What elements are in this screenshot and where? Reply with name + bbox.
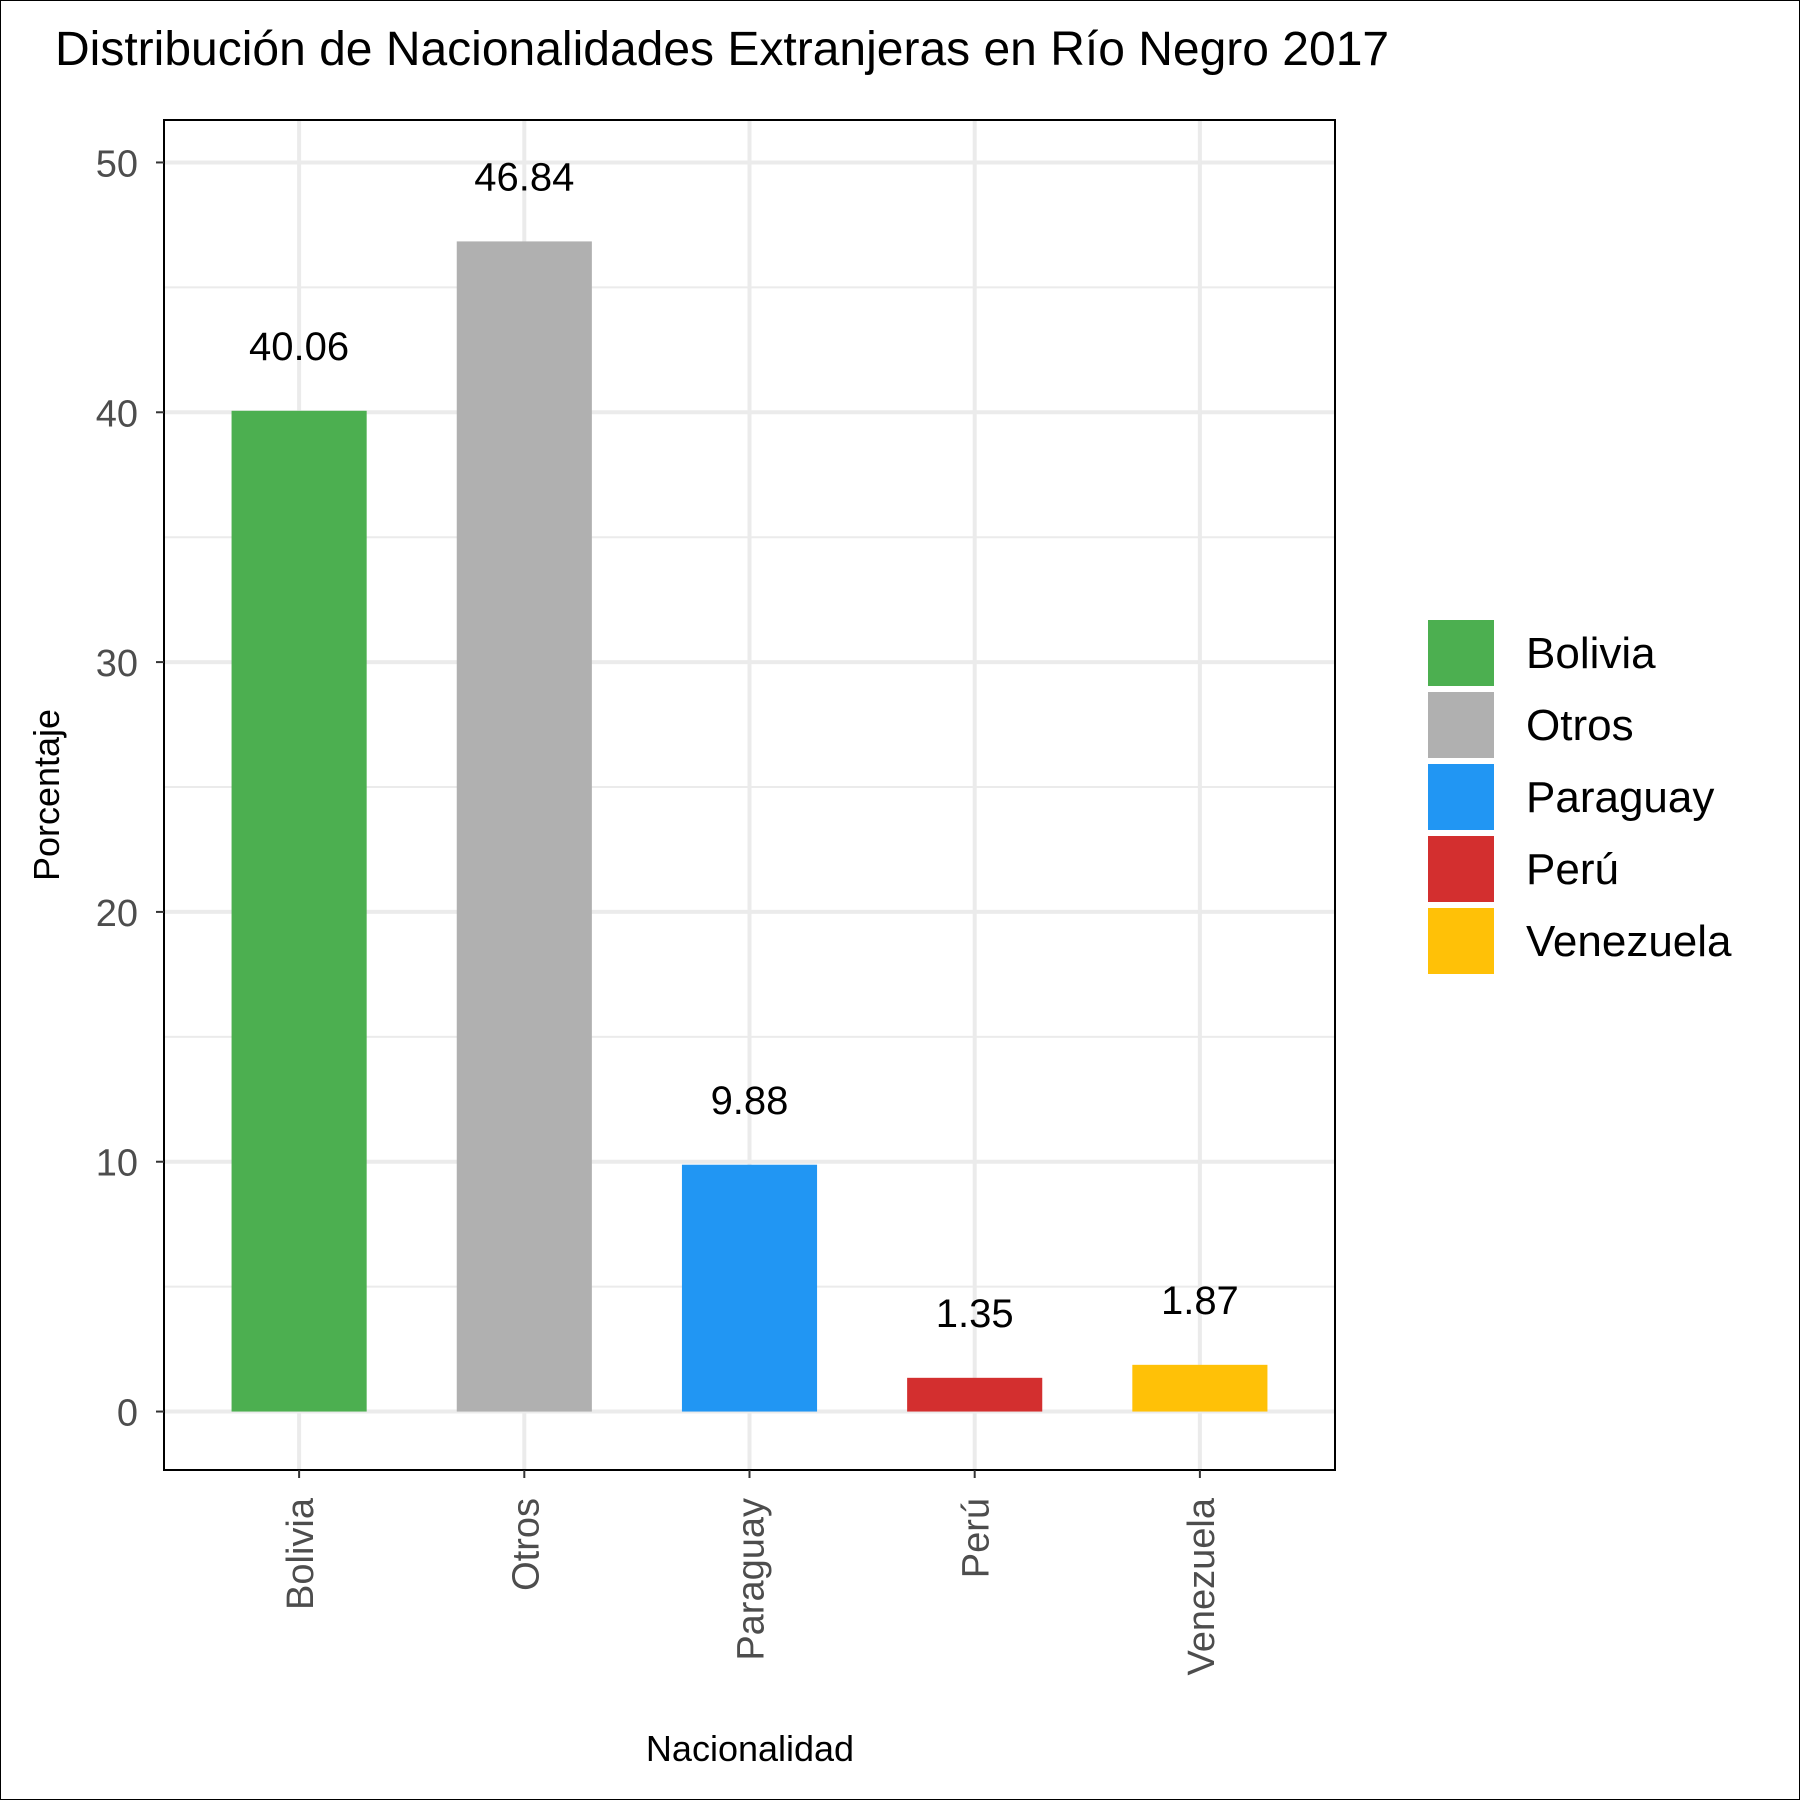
legend-swatch bbox=[1428, 620, 1494, 686]
legend-swatch bbox=[1428, 908, 1494, 974]
x-tick-label: Venezuela bbox=[1181, 1497, 1223, 1675]
bar-venezuela bbox=[1132, 1364, 1268, 1412]
y-axis-title: Porcentaje bbox=[26, 709, 67, 881]
y-axis-ticks: 0 10 20 30 40 50 bbox=[96, 143, 164, 1435]
legend-swatch bbox=[1428, 836, 1494, 902]
data-labels: 40.06 46.84 9.88 1.35 1.87 bbox=[249, 155, 1239, 1335]
y-tick-label: 50 bbox=[96, 143, 138, 185]
x-axis-title: Nacionalidad bbox=[646, 1728, 854, 1769]
y-tick-label: 40 bbox=[96, 393, 138, 435]
legend-label: Otros bbox=[1526, 701, 1634, 750]
legend-label: Paraguay bbox=[1526, 773, 1714, 822]
x-axis-ticks: Bolivia Otros Paraguay Perú Venezuela bbox=[280, 1470, 1223, 1676]
data-label: 1.35 bbox=[936, 1292, 1014, 1336]
data-label: 40.06 bbox=[249, 325, 349, 369]
x-tick-label: Otros bbox=[505, 1498, 547, 1591]
x-tick-label: Perú bbox=[956, 1498, 998, 1578]
legend-swatch bbox=[1428, 692, 1494, 758]
y-tick-label: 0 bbox=[117, 1393, 138, 1435]
legend-swatch bbox=[1428, 764, 1494, 830]
y-tick-label: 20 bbox=[96, 893, 138, 935]
legend: Bolivia Otros Paraguay Perú Venezuela bbox=[1428, 620, 1732, 974]
bar-paraguay bbox=[681, 1164, 818, 1412]
legend-label: Perú bbox=[1526, 845, 1619, 894]
bars bbox=[231, 241, 1268, 1412]
y-tick-label: 30 bbox=[96, 643, 138, 685]
bar-perú bbox=[907, 1377, 1043, 1412]
chart-title: Distribución de Nacionalidades Extranjer… bbox=[55, 23, 1389, 76]
data-label: 9.88 bbox=[711, 1079, 789, 1123]
bar-otros bbox=[456, 241, 592, 1412]
data-label: 46.84 bbox=[474, 155, 574, 199]
x-tick-label: Bolivia bbox=[280, 1497, 322, 1610]
bar-bolivia bbox=[231, 410, 367, 1412]
legend-label: Bolivia bbox=[1526, 629, 1656, 678]
legend-label: Venezuela bbox=[1526, 917, 1732, 966]
y-tick-label: 10 bbox=[96, 1143, 138, 1185]
data-label: 1.87 bbox=[1161, 1279, 1239, 1323]
x-tick-label: Paraguay bbox=[731, 1498, 773, 1661]
